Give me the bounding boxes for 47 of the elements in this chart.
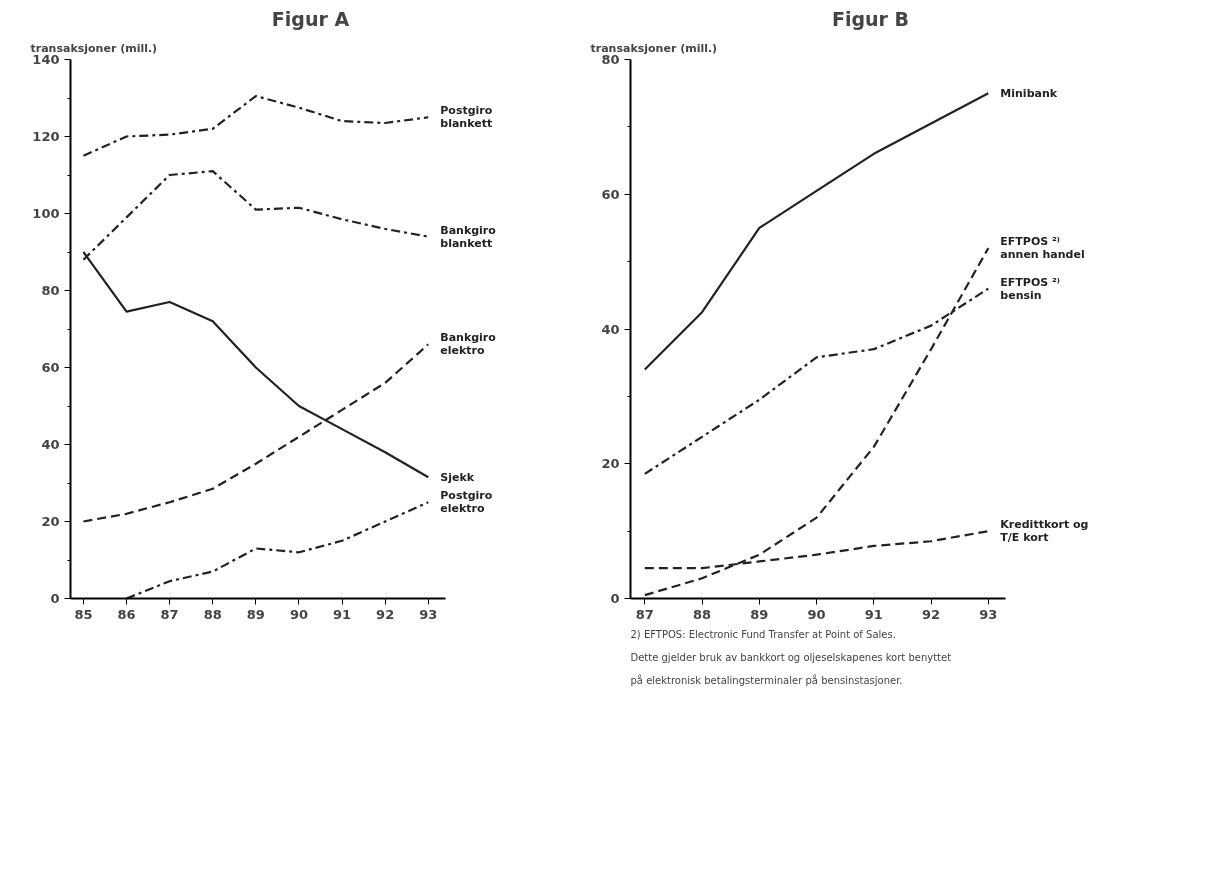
x-tick-label: 88: [203, 606, 222, 622]
chart-title: Figur A: [271, 7, 350, 30]
x-tick-label: 89: [246, 606, 265, 622]
series-label: Bankgiro blankett: [440, 223, 497, 250]
y-tick-label: 0: [610, 591, 620, 606]
y-tick-label: 80: [601, 52, 620, 67]
x-tick-label: 93: [419, 606, 438, 622]
x-tick-label: 92: [376, 606, 395, 622]
line-series: [643, 247, 990, 597]
text: 2) EFTPOS: Electronic Fund Transfer at Point of Sales. Dette gjelder bruk av bankkort og oljeselskapenes kort benyttet på elektronisk betalingsterminaler på bensinstasjoner.: [630, 628, 952, 686]
series-label: EFTPOS ²⁾ bensin: [1000, 275, 1061, 302]
y-tick-label: 20: [601, 456, 620, 472]
series-label: Bankgiro elektro: [440, 331, 497, 358]
y-tick-label: 140: [32, 52, 60, 67]
y-tick-label: 0: [50, 591, 60, 606]
y-axis-title: transaksjoner (mill.): [590, 41, 718, 55]
x-tick-label: 90: [289, 606, 308, 622]
y-axis-title: transaksjoner (mill.): [30, 41, 158, 55]
series-label: Minibank: [1000, 86, 1058, 100]
x-tick-label: 87: [160, 606, 179, 622]
x-tick-label: 88: [693, 606, 712, 622]
line-series: [643, 92, 990, 371]
series-label: Postgiro elektro: [440, 489, 493, 516]
series-label: EFTPOS ²⁾ annen handel: [1000, 235, 1085, 262]
series-label: Kredittkort og T/E kort: [1000, 518, 1089, 545]
x-tick-label: 87: [635, 606, 654, 622]
x-tick-label: 91: [333, 606, 352, 622]
line-series: [125, 501, 430, 599]
y-tick-label: 60: [41, 360, 60, 375]
y-tick-label: 80: [41, 283, 60, 298]
series-label: Postgiro blankett: [440, 104, 493, 131]
y-tick-label: 20: [41, 514, 60, 529]
x-tick-label: 92: [922, 606, 941, 622]
line-series: [82, 94, 430, 157]
y-tick-label: 100: [32, 206, 60, 221]
x-tick-label: 85: [74, 606, 93, 622]
y-tick-label: 40: [41, 437, 60, 452]
y-tick-label: 60: [601, 186, 620, 202]
x-tick-label: 93: [979, 606, 998, 622]
x-tick-label: 86: [117, 606, 136, 622]
x-tick-label: 90: [807, 606, 826, 622]
x-tick-label: 89: [750, 606, 769, 622]
x-tick-label: 91: [864, 606, 883, 622]
y-tick-label: 120: [32, 129, 60, 144]
series-label: Sjekk: [440, 470, 475, 484]
y-tick-label: 40: [601, 321, 620, 337]
chart-title: Figur B: [831, 7, 910, 30]
